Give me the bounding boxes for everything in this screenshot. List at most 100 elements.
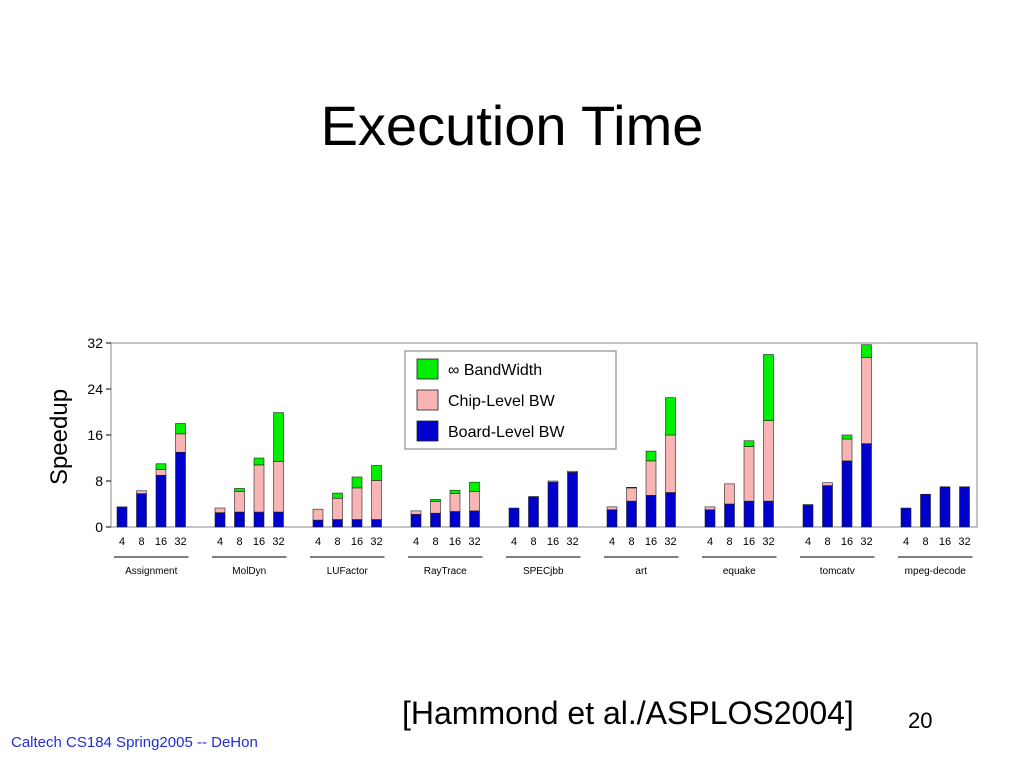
x-tick-label: 32 [174, 536, 186, 548]
bar-segment [763, 420, 774, 502]
bar-segment [234, 488, 245, 492]
x-tick-label: 4 [413, 536, 419, 548]
bar-segment [116, 506, 128, 528]
bar-segment [763, 500, 774, 528]
bar-segment [332, 492, 343, 499]
x-tick-label: 8 [138, 536, 144, 548]
bar-segment [626, 487, 637, 502]
x-tick-label: 4 [903, 536, 909, 548]
bar-segment [214, 507, 226, 513]
bar-segment [430, 501, 441, 514]
bar-segment [253, 457, 265, 466]
x-tick-label: 32 [370, 536, 382, 548]
bar-segment [743, 440, 755, 447]
x-tick-label: 16 [939, 536, 951, 548]
x-tick-label: 8 [530, 536, 536, 548]
bar-segment [351, 519, 363, 528]
legend-label: ∞ BandWidth [448, 362, 542, 379]
bar-segment [332, 497, 343, 520]
bar-segment [861, 357, 872, 444]
legend-swatch [416, 420, 439, 442]
bar-segment [449, 511, 461, 528]
bar-segment [253, 511, 265, 528]
bar-segment [410, 510, 422, 515]
bar-segment [371, 519, 382, 528]
bar-segment [606, 509, 618, 528]
bar-segment [430, 499, 441, 502]
citation: [Hammond et al./ASPLOS2004] [402, 695, 854, 731]
bar-segment [763, 354, 774, 421]
x-tick-label: 8 [334, 536, 340, 548]
bar-segment [959, 486, 970, 528]
bar-segment [371, 480, 382, 520]
x-tick-label: 16 [743, 536, 755, 548]
x-tick-label: 32 [860, 536, 872, 548]
x-tick-label: 32 [762, 536, 774, 548]
slide-title: Execution Time [320, 94, 704, 157]
bar-segment [469, 510, 480, 528]
group-label: SPECjbb [523, 566, 564, 577]
group-label: LUFactor [327, 566, 369, 577]
legend-swatch [416, 358, 439, 380]
page-number: 20 [908, 708, 933, 733]
bar-segment [449, 489, 461, 494]
bar-segment [645, 460, 657, 496]
bar-segment [724, 483, 735, 505]
bar-segment [802, 504, 814, 528]
x-tick-label: 8 [236, 536, 242, 548]
bar-segment [430, 512, 441, 528]
bar-segment [939, 486, 951, 528]
x-tick-label: 4 [609, 536, 615, 548]
bar-segment [528, 496, 539, 528]
bar-segment [351, 487, 363, 520]
bar-segment [273, 461, 284, 513]
legend-label: Board-Level BW [448, 424, 565, 441]
y-tick-label: 0 [95, 519, 103, 535]
bar-segment [547, 481, 559, 528]
x-tick-label: 8 [628, 536, 634, 548]
x-tick-label: 8 [432, 536, 438, 548]
x-tick-label: 4 [511, 536, 517, 548]
bar-segment [822, 482, 833, 486]
bar-segment [841, 434, 853, 440]
bar-segment [351, 476, 363, 489]
x-tick-label: 16 [155, 536, 167, 548]
x-tick-label: 32 [566, 536, 578, 548]
bar-segment [920, 493, 931, 528]
x-tick-label: 4 [217, 536, 223, 548]
bar-segment [606, 506, 618, 511]
bar-segment [410, 514, 422, 528]
bar-segment [626, 487, 637, 489]
bar-segment [508, 507, 520, 528]
bar-segment [155, 474, 167, 528]
bar-segment [724, 503, 735, 528]
group-label: equake [723, 566, 756, 577]
group-label: art [635, 566, 647, 577]
x-tick-label: 4 [315, 536, 321, 548]
x-tick-label: 16 [351, 536, 363, 548]
legend-label: Chip-Level BW [448, 393, 556, 410]
legend-swatch [416, 389, 439, 411]
bar-segment [234, 511, 245, 528]
x-tick-label: 32 [468, 536, 480, 548]
x-tick-label: 16 [449, 536, 461, 548]
group-label: mpeg-decode [905, 566, 967, 577]
x-tick-label: 16 [253, 536, 265, 548]
bar-segment [567, 472, 578, 528]
bar-segment [312, 519, 324, 528]
x-tick-label: 8 [922, 536, 928, 548]
x-tick-label: 32 [272, 536, 284, 548]
bar-segment [155, 469, 167, 476]
bar-segment [547, 480, 559, 483]
x-tick-label: 4 [805, 536, 811, 548]
bar-segment [861, 443, 872, 528]
x-tick-label: 16 [645, 536, 657, 548]
bar-segment [665, 434, 676, 493]
x-tick-label: 8 [824, 536, 830, 548]
bar-segment [273, 412, 284, 462]
x-tick-label: 16 [841, 536, 853, 548]
bar-segment [645, 495, 657, 528]
x-tick-label: 4 [707, 536, 713, 548]
bar-segment [704, 506, 716, 511]
